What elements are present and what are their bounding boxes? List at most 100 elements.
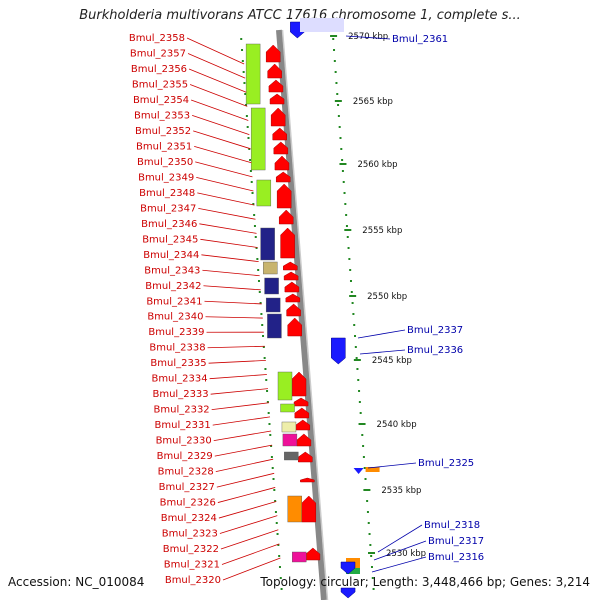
kbp-label: 2535 kbp xyxy=(381,486,421,496)
tick-dot xyxy=(370,566,373,568)
label-leader xyxy=(345,35,391,40)
label-leader xyxy=(216,472,275,488)
tick-dot xyxy=(266,401,269,403)
tick-dot xyxy=(274,500,277,502)
tick-dot xyxy=(337,115,340,117)
kbp-label: 2555 kbp xyxy=(362,226,402,236)
gene-label: Bmul_2353 xyxy=(134,110,190,121)
forward-gene xyxy=(283,271,299,281)
reverse-gene xyxy=(353,468,364,474)
gene-label: Bmul_2329 xyxy=(157,451,213,462)
kbp-tick xyxy=(353,359,361,361)
tick-dot xyxy=(277,544,280,546)
reverse-gene xyxy=(331,337,346,365)
tick-dot xyxy=(368,533,371,535)
tick-dot xyxy=(249,170,252,172)
gene-label: Bmul_2346 xyxy=(141,219,197,230)
gene-label: Bmul_2352 xyxy=(135,126,191,137)
tick-dot xyxy=(364,478,367,480)
tick-dot xyxy=(270,456,273,458)
tick-dot xyxy=(257,280,260,282)
tick-dot xyxy=(366,511,369,513)
forward-gene xyxy=(267,63,282,79)
label-leader xyxy=(371,556,427,573)
reverse-gene xyxy=(340,587,356,599)
forward-gene xyxy=(276,183,292,209)
tick-dot xyxy=(241,49,244,51)
tick-dot xyxy=(261,324,264,326)
gene-label: Bmul_2326 xyxy=(160,498,216,509)
gene-label: Bmul_2340 xyxy=(147,312,203,323)
tick-dot xyxy=(333,49,336,51)
kbp-label: 2550 kbp xyxy=(367,292,407,302)
tick-dot xyxy=(354,346,357,348)
kbp-tick xyxy=(363,489,371,491)
tick-dot xyxy=(372,588,375,590)
tick-dot xyxy=(349,280,352,282)
forward-gene xyxy=(270,107,286,127)
tick-dot xyxy=(333,60,336,62)
gene-block xyxy=(256,179,272,207)
label-leader xyxy=(202,269,260,277)
forward-gene xyxy=(273,141,289,155)
gene-label: Bmul_2322 xyxy=(163,544,219,555)
tick-dot xyxy=(274,511,277,513)
forward-gene xyxy=(298,451,313,463)
kbp-label: 2540 kbp xyxy=(377,420,417,430)
tick-dot xyxy=(245,115,248,117)
tick-dot xyxy=(243,82,246,84)
forward-gene xyxy=(283,261,298,271)
label-leader xyxy=(194,146,252,164)
tick-dot xyxy=(352,313,355,315)
label-leader xyxy=(190,99,249,121)
tick-dot xyxy=(255,247,258,249)
label-leader xyxy=(220,529,279,550)
tick-dot xyxy=(362,445,365,447)
gene-features xyxy=(245,18,380,599)
topology-label: Topology: circular; Length: 3,448,466 bp… xyxy=(260,575,590,589)
tick-dot xyxy=(249,159,252,161)
label-leader xyxy=(359,349,406,355)
tick-dot xyxy=(367,522,370,524)
tick-dot xyxy=(357,379,360,381)
gene-label: Bmul_2328 xyxy=(158,467,214,478)
gene-block xyxy=(260,227,275,261)
forward-gene xyxy=(272,127,287,141)
tick-dot xyxy=(341,159,344,161)
gene-label: Bmul_2325 xyxy=(418,458,474,469)
tick-dot xyxy=(362,456,365,458)
gene-label: Bmul_2356 xyxy=(131,64,187,75)
gene-label: Bmul_2330 xyxy=(156,436,212,447)
gene-label: Bmul_2347 xyxy=(140,203,196,214)
label-leader xyxy=(186,37,245,65)
tick-dot xyxy=(271,467,274,469)
tick-dot xyxy=(363,467,366,469)
kbp-tick xyxy=(330,35,338,37)
kbp-tick xyxy=(344,229,352,231)
tick-dot xyxy=(361,434,364,436)
tick-dot xyxy=(351,302,354,304)
label-leader xyxy=(199,223,257,234)
forward-gene xyxy=(269,93,285,105)
gene-label: Bmul_2334 xyxy=(151,374,207,385)
tick-dot xyxy=(272,478,275,480)
tick-dot xyxy=(276,533,279,535)
gene-label: Bmul_2323 xyxy=(162,529,218,540)
label-leaders xyxy=(186,35,427,581)
tick-dot xyxy=(279,577,282,579)
gene-label: Bmul_2317 xyxy=(428,536,484,547)
gene-label: Bmul_2333 xyxy=(152,389,208,400)
label-leader xyxy=(205,316,263,319)
tick-dot xyxy=(260,313,263,315)
gene-label: Bmul_2354 xyxy=(133,95,189,106)
label-leader xyxy=(377,524,423,553)
gene-label: Bmul_2355 xyxy=(132,79,188,90)
tick-dot xyxy=(342,181,345,183)
gene-label: Bmul_2332 xyxy=(154,405,210,416)
label-leader xyxy=(203,285,261,291)
gene-block xyxy=(281,421,297,433)
tick-dot xyxy=(262,335,265,337)
tick-dot xyxy=(371,577,374,579)
gene-label: Bmul_2349 xyxy=(138,172,194,183)
